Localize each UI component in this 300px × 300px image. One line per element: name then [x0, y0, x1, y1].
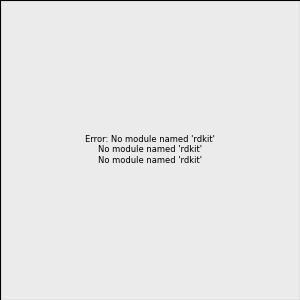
Text: Error: No module named 'rdkit'
No module named 'rdkit'
No module named 'rdkit': Error: No module named 'rdkit' No module… — [85, 135, 215, 165]
